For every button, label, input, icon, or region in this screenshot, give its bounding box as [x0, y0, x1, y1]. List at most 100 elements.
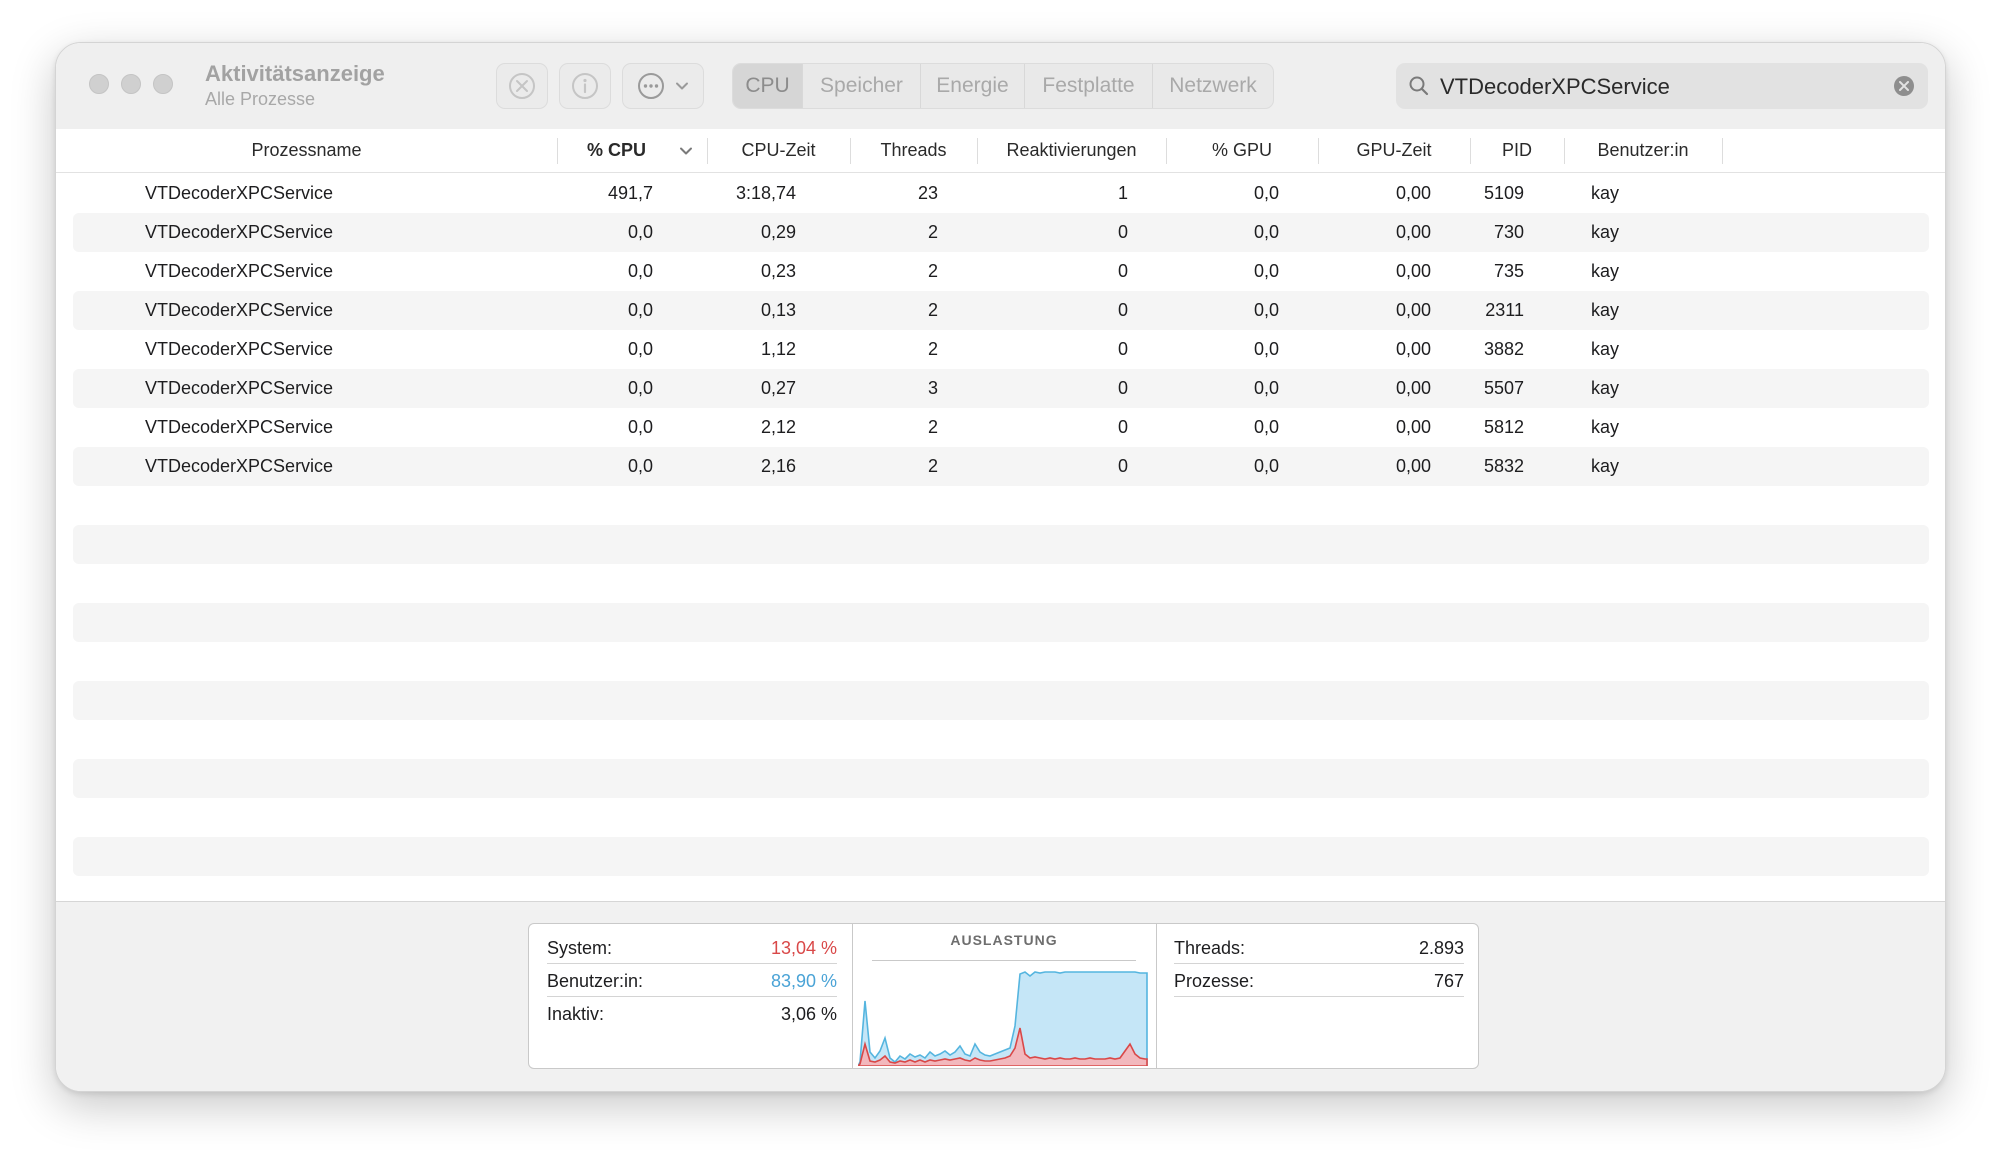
gpu-percent-cell: 0,0	[1253, 300, 1279, 320]
column-gpu-time[interactable]: GPU-Zeit	[1356, 140, 1432, 160]
column-cpu-time[interactable]: CPU-Zeit	[741, 140, 816, 160]
table-row[interactable]: VTDecoderXPCService 0,0 2,12 2 0 0,0 0,0…	[73, 408, 1929, 447]
table-row[interactable]: VTDecoderXPCService 0,0 2,16 2 0 0,0 0,0…	[73, 447, 1929, 486]
gpu-time-cell: 0,00	[1395, 456, 1431, 476]
process-name-cell: VTDecoderXPCService	[145, 261, 334, 281]
threads-cell: 2	[927, 222, 938, 242]
stop-process-button[interactable]	[496, 63, 548, 109]
gpu-percent-cell: 0,0	[1253, 378, 1279, 398]
tab-memory[interactable]: Speicher	[803, 64, 921, 108]
empty-row	[73, 681, 1929, 720]
magnifier-icon	[1409, 76, 1429, 96]
system-label: System:	[547, 938, 613, 958]
system-load-area	[858, 1027, 1148, 1066]
wakeups-cell: 0	[1117, 339, 1128, 359]
cpu-time-cell: 2,12	[760, 417, 796, 437]
user-cell: kay	[1591, 261, 1620, 281]
pid-cell: 730	[1493, 222, 1524, 242]
cpu-percent-cell: 491,7	[607, 183, 653, 203]
idle-label: Inaktiv:	[547, 1004, 605, 1024]
column-threads[interactable]: Threads	[880, 140, 947, 160]
column-process-name[interactable]: Prozessname	[251, 140, 362, 160]
inspect-process-button[interactable]	[559, 63, 611, 109]
load-graph-title: AUSLASTUNG	[950, 932, 1058, 948]
tab-network[interactable]: Netzwerk	[1169, 74, 1257, 97]
category-tabs: CPU Speicher Energie Festplatte Netzwerk	[732, 63, 1274, 109]
cpu-time-cell: 0,29	[760, 222, 796, 242]
tab-cpu[interactable]: CPU	[733, 64, 803, 108]
pid-cell: 2311	[1485, 300, 1524, 320]
user-cell: kay	[1591, 417, 1620, 437]
window-subtitle: Alle Prozesse	[205, 89, 316, 109]
pid-cell: 3882	[1483, 339, 1524, 359]
more-actions-button[interactable]	[622, 63, 704, 109]
wakeups-cell: 0	[1117, 417, 1128, 437]
table-row[interactable]: VTDecoderXPCService 0,0 0,29 2 0 0,0 0,0…	[73, 213, 1929, 252]
column-gpu-percent[interactable]: % GPU	[1211, 140, 1272, 160]
clear-circle-icon[interactable]	[1892, 74, 1916, 98]
cpu-time-cell: 0,23	[760, 261, 796, 281]
chevron-down-icon	[676, 82, 688, 90]
cpu-time-cell: 1,12	[760, 339, 796, 359]
activity-monitor-window: Aktivitätsanzeige Alle Prozesse	[55, 42, 1946, 1092]
cpu-percent-cell: 0,0	[627, 222, 653, 242]
table-row[interactable]: VTDecoderXPCService 0,0 0,23 2 0 0,0 0,0…	[73, 252, 1929, 291]
pid-cell: 5812	[1483, 417, 1524, 437]
user-label: Benutzer:in:	[547, 971, 644, 991]
stop-process-icon	[509, 73, 535, 99]
table-header: Prozessname % CPU CPU-Zeit Threads Reakt…	[56, 129, 1945, 173]
pid-cell: 5109	[1483, 183, 1524, 203]
gpu-time-cell: 0,00	[1395, 183, 1431, 203]
process-name-cell: VTDecoderXPCService	[145, 222, 334, 242]
user-cell: kay	[1591, 183, 1620, 203]
gpu-time-cell: 0,00	[1395, 339, 1431, 359]
table-row[interactable]: VTDecoderXPCService 0,0 1,12 2 0 0,0 0,0…	[73, 330, 1929, 369]
threads-cell: 2	[927, 339, 938, 359]
table-row[interactable]: VTDecoderXPCService 0,0 0,13 2 0 0,0 0,0…	[73, 291, 1929, 330]
column-user[interactable]: Benutzer:in	[1597, 140, 1689, 160]
column-pid[interactable]: PID	[1501, 140, 1532, 160]
threads-cell: 3	[927, 378, 938, 398]
column-cpu-percent[interactable]: % CPU	[587, 140, 647, 160]
gpu-percent-cell: 0,0	[1253, 456, 1279, 476]
process-name-cell: VTDecoderXPCService	[145, 339, 334, 359]
table-row[interactable]: VTDecoderXPCService 0,0 0,27 3 0 0,0 0,0…	[73, 369, 1929, 408]
idle-stat: Inaktiv: 3,06 %	[547, 998, 837, 1030]
gpu-percent-cell: 0,0	[1253, 417, 1279, 437]
user-value: 83,90 %	[770, 971, 837, 991]
cpu-summary-area: System: 13,04 % Benutzer:in: 83,90 % Ina…	[56, 901, 1945, 1091]
zoom-window-button[interactable]	[153, 74, 173, 94]
close-window-button[interactable]	[89, 74, 109, 94]
tab-disk[interactable]: Festplatte	[1025, 64, 1153, 108]
threads-label: Threads:	[1174, 938, 1246, 958]
gpu-time-cell: 0,00	[1395, 300, 1431, 320]
search-input[interactable]: VTDecoderXPCService	[1440, 74, 1670, 99]
process-table: VTDecoderXPCService 491,7 3:18,74 23 1 0…	[56, 172, 1945, 876]
minimize-window-button[interactable]	[121, 74, 141, 94]
cpu-percent-cell: 0,0	[627, 456, 653, 476]
pid-cell: 5832	[1483, 456, 1524, 476]
column-wakeups[interactable]: Reaktivierungen	[1006, 140, 1137, 160]
search-field[interactable]: VTDecoderXPCService	[1396, 63, 1928, 109]
user-cell: kay	[1591, 300, 1620, 320]
processes-label: Prozesse:	[1174, 971, 1255, 991]
info-icon	[572, 73, 598, 99]
gpu-time-cell: 0,00	[1395, 417, 1431, 437]
table-row[interactable]: VTDecoderXPCService 491,7 3:18,74 23 1 0…	[73, 174, 1929, 213]
process-name-cell: VTDecoderXPCService	[145, 183, 334, 203]
process-name-cell: VTDecoderXPCService	[145, 456, 334, 476]
process-name-cell: VTDecoderXPCService	[145, 417, 334, 437]
tab-energy[interactable]: Energie	[921, 64, 1025, 108]
user-load-area	[858, 971, 1148, 1066]
wakeups-cell: 0	[1117, 378, 1128, 398]
gpu-time-cell: 0,00	[1395, 222, 1431, 242]
wakeups-cell: 1	[1117, 183, 1128, 203]
user-cell: kay	[1591, 456, 1620, 476]
processes-stat: Prozesse: 767	[1174, 965, 1464, 997]
empty-row	[73, 759, 1929, 798]
user-cell: kay	[1591, 222, 1620, 242]
system-value: 13,04 %	[770, 938, 837, 958]
threads-stat: Threads: 2.893	[1174, 932, 1464, 964]
empty-row	[73, 525, 1929, 564]
cpu-time-cell: 2,16	[760, 456, 796, 476]
